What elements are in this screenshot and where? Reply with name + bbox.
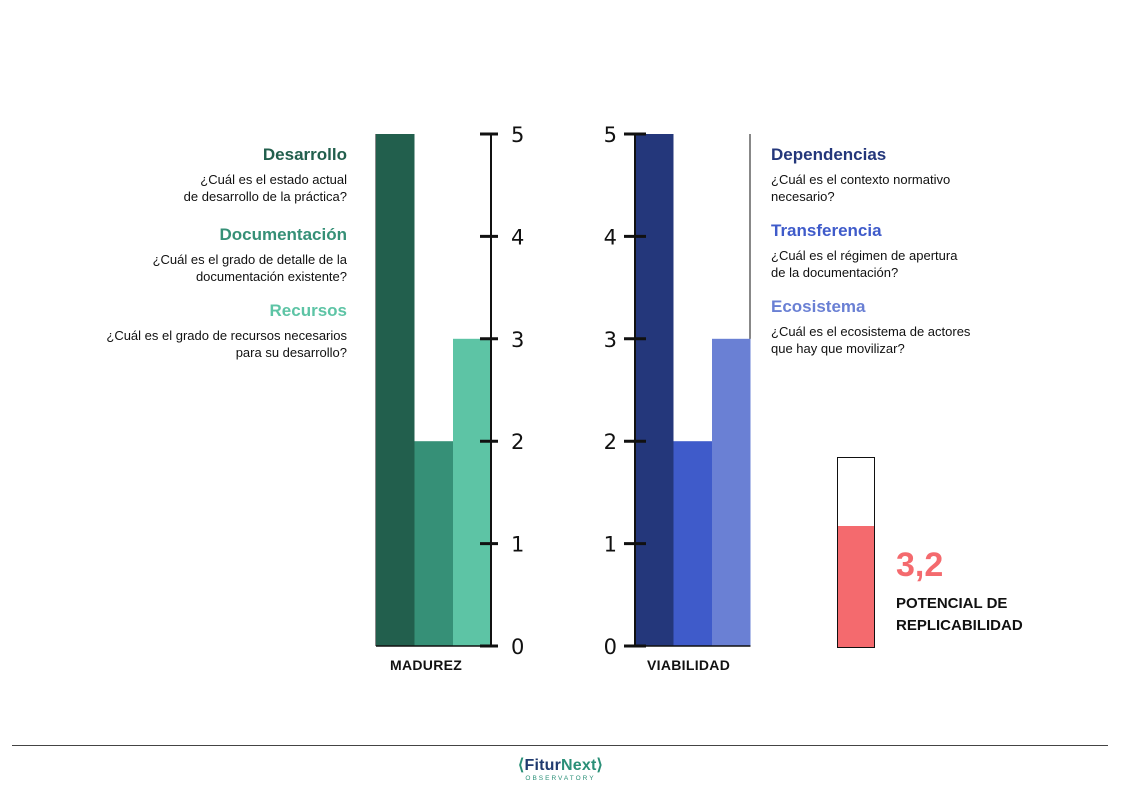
dim-question-line: ¿Cuál es el grado de recursos necesarios (106, 328, 347, 343)
y-tick-label: 1 (604, 533, 617, 557)
logo-word-fitur: Fitur (524, 757, 562, 774)
dim-question-line: ¿Cuál es el contexto normativo (771, 172, 951, 187)
logo-subtitle: OBSERVATORY (525, 775, 596, 782)
dim-question-line: de la documentación? (771, 265, 899, 280)
score-label-line: REPLICABILIDAD (896, 617, 1023, 634)
dim-recursos: Recursos ¿Cuál es el grado de recursos n… (40, 300, 347, 361)
y-tick-label: 3 (604, 328, 617, 352)
dim-question-line: ¿Cuál es el régimen de apertura (771, 248, 958, 263)
logo-bracket-left: ⟨ (518, 757, 525, 774)
y-tick-label: 3 (511, 328, 524, 352)
dim-transferencia: Transferencia ¿Cuál es el régimen de ape… (771, 220, 1071, 281)
logo-wordmark: ⟨FiturNext⟩ (518, 755, 603, 775)
dim-desarrollo: Desarrollo ¿Cuál es el estado actual de … (40, 144, 347, 205)
y-tick-label: 4 (604, 225, 617, 249)
dim-question-line: para su desarrollo? (235, 345, 347, 360)
dim-question-line: que hay que movilizar? (771, 341, 905, 356)
dim-title: Dependencias (771, 145, 887, 164)
dim-question-line: ¿Cuál es el grado de detalle de la (152, 252, 347, 267)
dim-ecosistema: Ecosistema ¿Cuál es el ecosistema de act… (771, 296, 1071, 357)
bar-recursos (453, 338, 492, 646)
score-label-line: POTENCIAL DE (896, 595, 1008, 612)
score-label: POTENCIAL DE REPLICABILIDAD (896, 593, 1023, 637)
dim-title: Ecosistema (771, 297, 866, 316)
y-tick-label: 4 (511, 225, 524, 249)
y-tick-label: 2 (511, 430, 524, 454)
dim-title: Transferencia (771, 221, 882, 240)
viabilidad-axis-label: VIABILIDAD (647, 657, 731, 673)
bar-desarrollo (376, 134, 415, 646)
bar-ecosistema (712, 338, 751, 646)
footer-divider (12, 745, 1108, 746)
dim-question-line: necesario? (771, 189, 835, 204)
dim-question-line: documentación existente? (195, 269, 347, 284)
logo-word-next: Next (561, 757, 597, 774)
dim-title: Recursos (269, 301, 347, 320)
y-tick-label: 0 (511, 635, 524, 659)
bar-transferencia (673, 441, 712, 646)
dim-dependencias: Dependencias ¿Cuál es el contexto normat… (771, 144, 1071, 205)
gauge-fill (838, 526, 874, 647)
y-tick-label: 0 (604, 635, 617, 659)
logo-bracket-right: ⟩ (596, 757, 603, 774)
dim-title: Desarrollo (262, 145, 347, 164)
dim-question-line: ¿Cuál es el ecosistema de actores (771, 324, 971, 339)
y-tick-label: 2 (604, 430, 617, 454)
dim-question-line: de desarrollo de la práctica? (183, 189, 347, 204)
dim-question-line: ¿Cuál es el estado actual (200, 172, 347, 187)
y-tick-label: 1 (511, 533, 524, 557)
dim-title: Documentación (219, 225, 347, 244)
bar-dependencias (635, 134, 674, 646)
madurez-axis-label: MADUREZ (390, 657, 463, 673)
dim-documentacion: Documentación ¿Cuál es el grado de detal… (40, 224, 347, 285)
replicability-gauge (837, 457, 875, 648)
fiturnext-logo: ⟨FiturNext⟩ OBSERVATORY (0, 755, 1121, 782)
y-tick-label: 5 (511, 123, 524, 147)
score-value: 3,2 (896, 546, 944, 584)
bar-documentación (414, 441, 453, 646)
y-tick-label: 5 (604, 123, 617, 147)
